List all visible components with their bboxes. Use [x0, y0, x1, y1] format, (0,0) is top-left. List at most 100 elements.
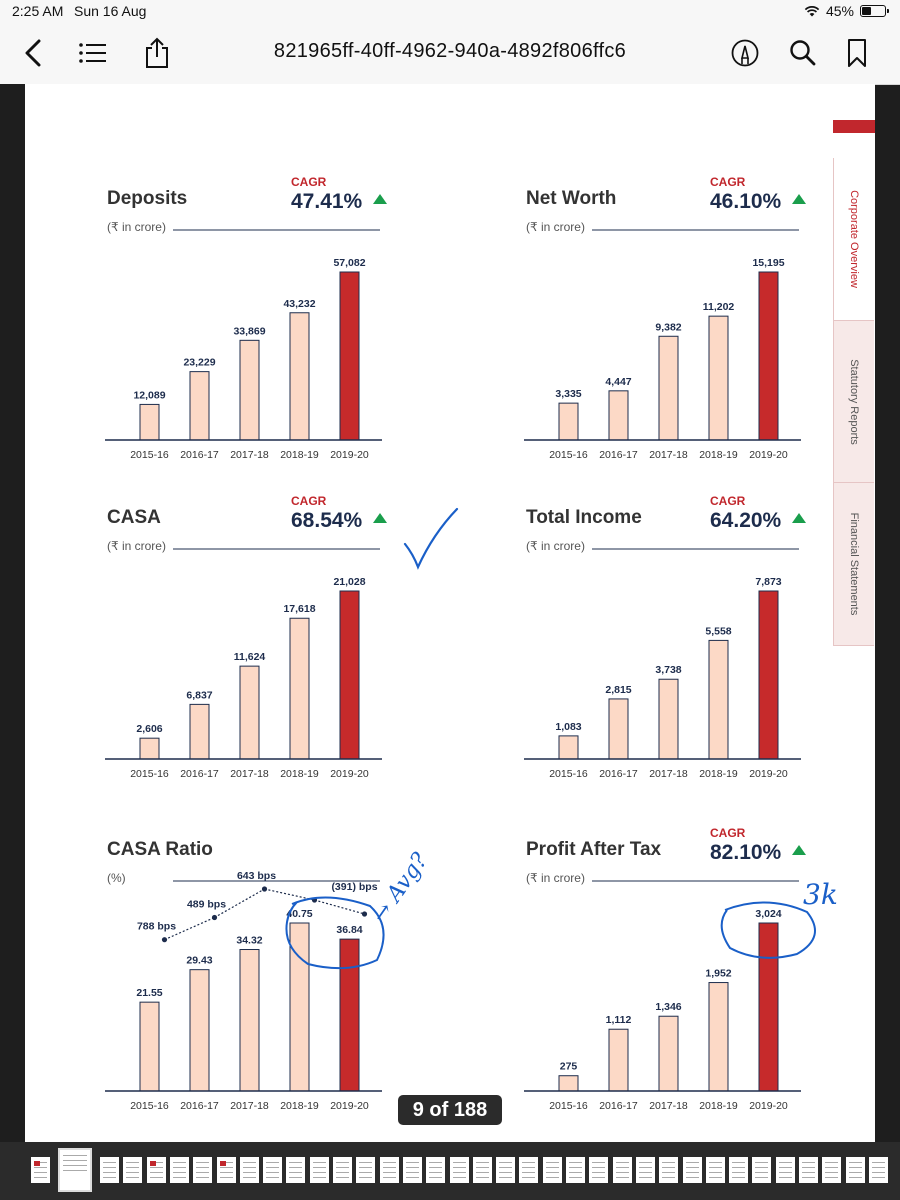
page-thumbnail[interactable]: [379, 1157, 399, 1183]
page-thumbnail[interactable]: [566, 1157, 585, 1183]
page-thumbnail[interactable]: [123, 1157, 143, 1183]
battery-percent: 45%: [825, 3, 854, 19]
change-label: 788 bps: [137, 921, 176, 933]
page-thumbnail[interactable]: [263, 1157, 283, 1183]
share-icon[interactable]: [140, 36, 174, 70]
page-thumbnail[interactable]: [333, 1157, 352, 1183]
page-thumbnail[interactable]: [239, 1157, 259, 1183]
tick-label: 2017-18: [230, 768, 269, 780]
page-thumbnail[interactable]: [216, 1157, 236, 1183]
data-label: 43,232: [283, 298, 315, 310]
trend-point: [261, 886, 268, 892]
data-label: 3,335: [555, 388, 581, 400]
trend-point: [211, 914, 218, 921]
trend-point: [361, 911, 368, 917]
tick-label: 2019-20: [330, 449, 369, 461]
page-thumbnail[interactable]: [146, 1157, 166, 1183]
data-label: 34.32: [236, 935, 262, 947]
page-thumbnail[interactable]: [635, 1157, 655, 1183]
search-icon[interactable]: [786, 36, 820, 70]
page-thumbnail[interactable]: [542, 1157, 562, 1183]
back-icon[interactable]: [16, 36, 50, 70]
tick-label: 2016-17: [599, 1100, 638, 1112]
change-label: 643 bps: [237, 870, 276, 882]
cagr-value: 68.54%: [291, 509, 363, 532]
data-label: 33,869: [233, 325, 265, 337]
tick-label: 2019-20: [749, 1100, 788, 1112]
tab-statutory-reports[interactable]: Statutory Reports: [833, 320, 874, 483]
tick-label: 2015-16: [549, 768, 588, 780]
page-thumbnail[interactable]: [402, 1157, 422, 1183]
data-label: 11,624: [234, 651, 266, 663]
page-thumbnail[interactable]: [496, 1157, 516, 1183]
chart-title: CASA: [107, 507, 161, 528]
page-thumbnail[interactable]: [472, 1157, 492, 1183]
page-thumbnail[interactable]: [31, 1157, 50, 1183]
data-label: 12,089: [133, 389, 165, 401]
page-thumbnail[interactable]: [612, 1157, 632, 1183]
data-label: 2,815: [605, 684, 631, 696]
page-thumbnail[interactable]: [729, 1157, 749, 1183]
status-bar: 2:25 AM Sun 16 Aug 45%: [0, 0, 900, 22]
chart-title: Profit After Tax: [526, 839, 662, 860]
thumbnail-strip[interactable]: [0, 1142, 900, 1200]
toolbar: 821965ff-40ff-4962-940a-4892f806ffc6: [0, 22, 900, 85]
tick-label: 2017-18: [230, 449, 269, 461]
data-label: 1,952: [705, 968, 731, 980]
page-thumbnail[interactable]: [286, 1157, 306, 1183]
cagr-label: CAGR: [710, 826, 746, 840]
tick-label: 2018-19: [280, 768, 319, 780]
data-label: 36.84: [336, 924, 362, 936]
data-label: 7,873: [755, 576, 781, 588]
page-thumbnail[interactable]: [868, 1157, 888, 1183]
wifi-icon: [804, 6, 820, 17]
data-label: 6,837: [186, 689, 212, 701]
ink-pat-note: 3k: [803, 878, 838, 911]
cagr-up-arrow-icon: [373, 513, 387, 523]
tick-label: 2018-19: [280, 1100, 319, 1112]
document-title: 821965ff-40ff-4962-940a-4892f806ffc6: [273, 40, 627, 62]
chart-unit: (₹ in crore): [107, 220, 166, 234]
page-thumbnail[interactable]: [426, 1157, 446, 1183]
page-thumbnail[interactable]: [193, 1157, 213, 1183]
cagr-label: CAGR: [291, 494, 327, 508]
bookmark-icon[interactable]: [840, 36, 874, 70]
page-thumbnail[interactable]: [845, 1157, 865, 1183]
page-thumbnail[interactable]: [589, 1157, 609, 1183]
page-thumbnail[interactable]: [309, 1157, 329, 1183]
page-thumbnail[interactable]: [799, 1157, 818, 1183]
page-thumbnail[interactable]: [449, 1157, 469, 1183]
status-date: Sun 16 Aug: [74, 3, 147, 19]
page-thumbnail[interactable]: [519, 1157, 539, 1183]
page-thumbnail[interactable]: [356, 1157, 376, 1183]
cagr-label: CAGR: [291, 175, 327, 189]
cagr-up-arrow-icon: [373, 194, 387, 204]
page-thumbnail[interactable]: [100, 1157, 119, 1183]
tick-label: 2015-16: [130, 1100, 169, 1112]
cagr-up-arrow-icon: [792, 513, 806, 523]
tab-corporate-overview[interactable]: Corporate Overview: [833, 158, 874, 320]
tick-label: 2016-17: [180, 768, 219, 780]
page-thumbnail[interactable]: [705, 1157, 725, 1183]
data-label: 1,346: [655, 1001, 681, 1013]
chart-unit: (₹ in crore): [107, 539, 166, 553]
markup-pen-icon[interactable]: [728, 36, 762, 70]
ink-circle-pat: [720, 901, 816, 959]
page-thumbnail[interactable]: [659, 1157, 679, 1183]
trend-segment: [214, 888, 265, 919]
page-thumbnail[interactable]: [775, 1157, 795, 1183]
page-thumbnail[interactable]: [58, 1148, 92, 1192]
viewer-margin: [0, 84, 25, 1142]
tick-label: 2016-17: [180, 1100, 219, 1112]
tick-label: 2015-16: [549, 1100, 588, 1112]
chart-unit: (₹ in crore): [526, 539, 585, 553]
page-thumbnail[interactable]: [822, 1157, 842, 1183]
page-thumbnail[interactable]: [752, 1157, 772, 1183]
data-label: 23,229: [183, 357, 215, 369]
page-thumbnail[interactable]: [169, 1157, 189, 1183]
tick-label: 2015-16: [130, 449, 169, 461]
list-icon[interactable]: [76, 36, 110, 70]
page-thumbnail[interactable]: [682, 1157, 702, 1183]
tab-financial-statements[interactable]: Financial Statements: [833, 482, 874, 646]
